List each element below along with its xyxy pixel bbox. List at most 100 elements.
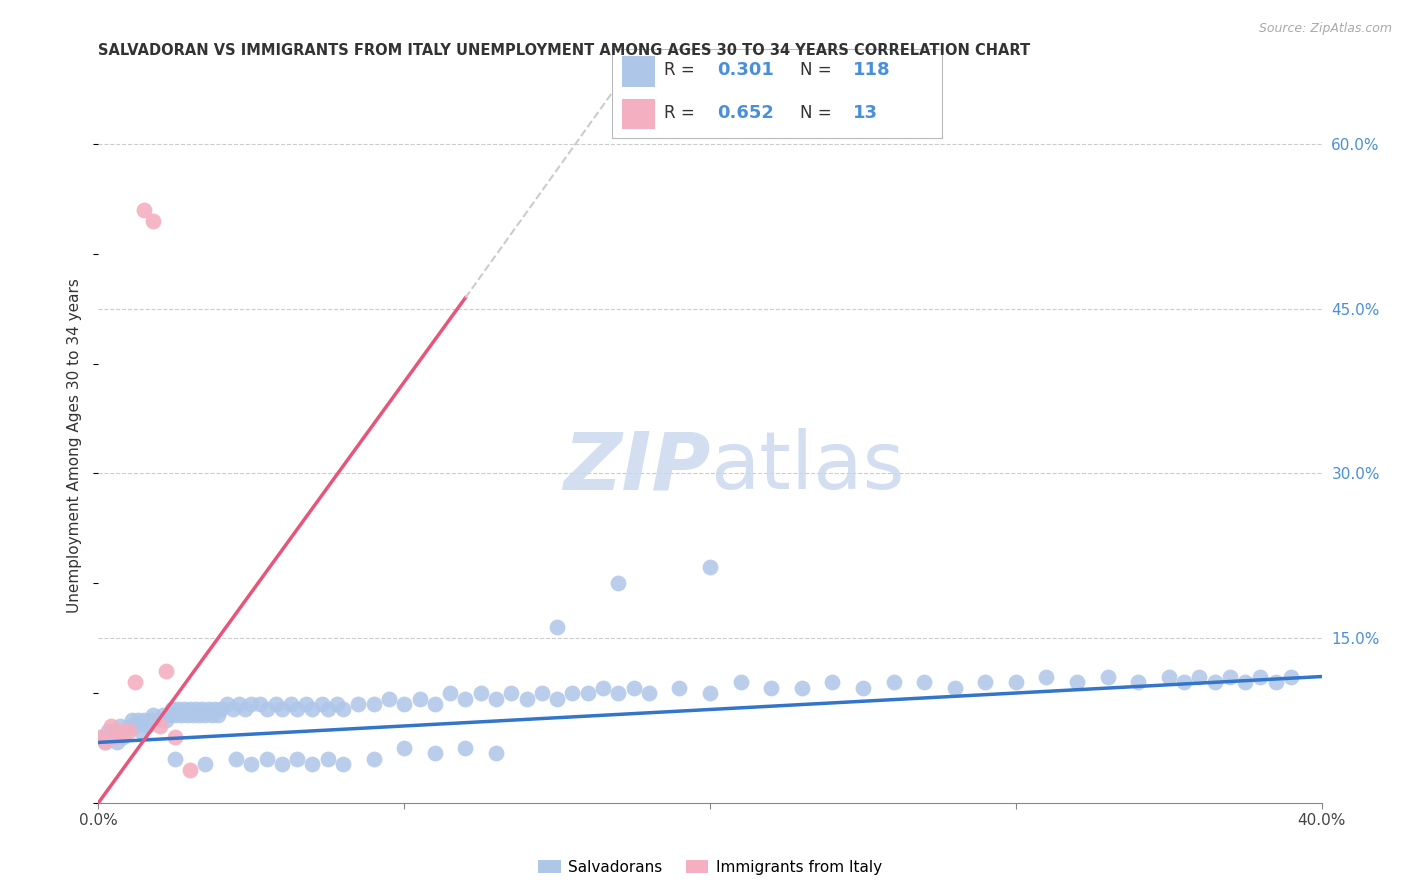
Point [1173, 675, 1195, 690]
Point [139, 714, 162, 728]
Point [454, 691, 477, 706]
Point [392, 697, 416, 711]
Point [121, 714, 143, 728]
Point [623, 681, 645, 695]
Point [1157, 669, 1180, 683]
Point [332, 757, 354, 772]
Point [730, 675, 752, 690]
Text: 118: 118 [853, 62, 890, 79]
Point [103, 724, 125, 739]
Point [204, 702, 226, 716]
Bar [621, 56, 655, 87]
Point [155, 664, 177, 678]
Point [1097, 669, 1119, 683]
Legend: Salvadorans, Immigrants from Italy: Salvadorans, Immigrants from Italy [531, 854, 889, 880]
Point [347, 697, 370, 711]
Point [256, 702, 278, 716]
Text: R =: R = [665, 104, 700, 122]
Point [240, 757, 263, 772]
Point [280, 697, 302, 711]
Point [93, 735, 115, 749]
Point [240, 697, 263, 711]
Point [1188, 669, 1211, 683]
Point [228, 697, 250, 711]
Point [699, 559, 721, 574]
Point [821, 675, 844, 690]
Point [111, 730, 134, 744]
Point [124, 719, 146, 733]
Point [90, 730, 112, 744]
Point [136, 719, 159, 733]
Point [561, 686, 583, 700]
Point [883, 675, 905, 690]
Y-axis label: Unemployment Among Ages 30 to 34 years: Unemployment Among Ages 30 to 34 years [67, 278, 83, 614]
Point [1004, 675, 1026, 690]
Point [576, 686, 599, 700]
Point [912, 675, 935, 690]
Point [378, 691, 401, 706]
Point [134, 714, 156, 728]
Point [363, 752, 385, 766]
Point [423, 747, 446, 761]
Point [200, 708, 222, 723]
Point [179, 702, 201, 716]
Point [454, 740, 477, 755]
Point [105, 735, 128, 749]
Point [1234, 675, 1257, 690]
Point [163, 708, 186, 723]
Point [134, 202, 156, 217]
Point [108, 719, 131, 733]
Point [256, 752, 278, 766]
Point [124, 675, 146, 690]
Point [1219, 669, 1241, 683]
Point [191, 702, 214, 716]
Point [408, 691, 430, 706]
Text: N =: N = [800, 62, 837, 79]
Point [233, 702, 256, 716]
Point [142, 708, 165, 723]
Text: 0.652: 0.652 [717, 104, 775, 122]
Point [129, 724, 152, 739]
Point [363, 697, 385, 711]
Point [485, 747, 508, 761]
Point [160, 702, 183, 716]
Point [181, 708, 204, 723]
Text: atlas: atlas [710, 428, 904, 507]
Point [301, 757, 323, 772]
Point [97, 724, 120, 739]
Point [1264, 675, 1286, 690]
Point [332, 702, 354, 716]
Point [392, 740, 416, 755]
Point [93, 735, 115, 749]
Point [607, 686, 630, 700]
Point [170, 708, 193, 723]
Point [100, 719, 122, 733]
Point [179, 763, 201, 777]
Point [167, 702, 190, 716]
Point [163, 730, 186, 744]
Point [176, 708, 198, 723]
Point [546, 620, 568, 634]
Point [759, 681, 782, 695]
Text: 0.301: 0.301 [717, 62, 775, 79]
Point [215, 697, 238, 711]
Point [270, 757, 292, 772]
Point [222, 702, 245, 716]
Text: ZIP: ZIP [562, 428, 710, 507]
Point [974, 675, 997, 690]
Point [111, 724, 134, 739]
Point [485, 691, 508, 706]
Point [194, 757, 217, 772]
Point [118, 724, 141, 739]
Bar [621, 99, 655, 129]
Point [127, 714, 149, 728]
Point [470, 686, 492, 700]
Point [149, 719, 172, 733]
Point [530, 686, 553, 700]
Point [423, 697, 446, 711]
Point [163, 752, 186, 766]
Point [264, 697, 287, 711]
Point [607, 576, 630, 591]
Text: R =: R = [665, 62, 700, 79]
Point [157, 708, 180, 723]
